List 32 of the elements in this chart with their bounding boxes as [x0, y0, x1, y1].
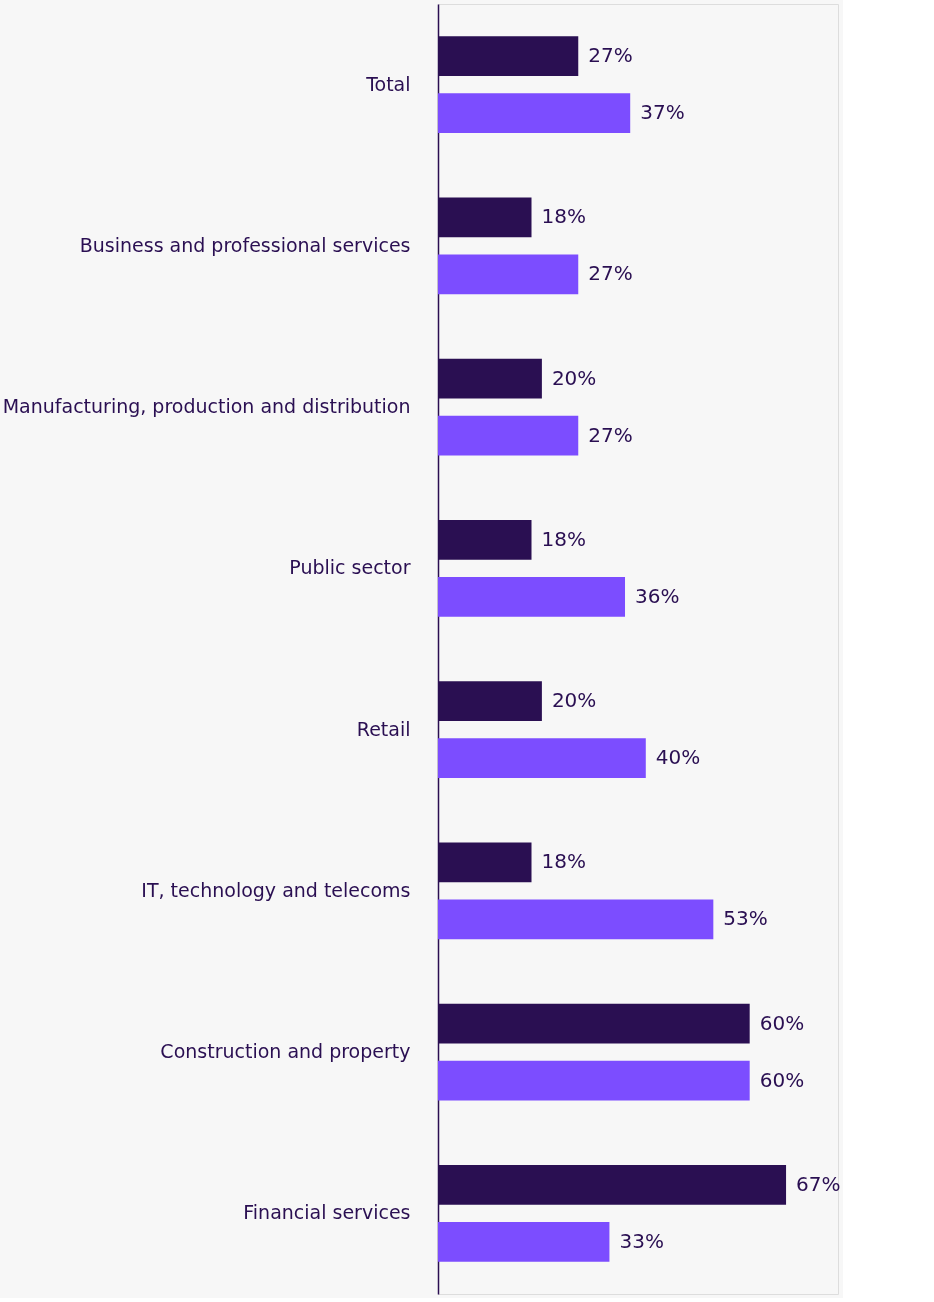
bar [438, 93, 631, 133]
data-label: 40% [655, 745, 701, 770]
bar [438, 1221, 610, 1262]
bar [438, 415, 579, 456]
bar [438, 1060, 750, 1101]
y-tick-label: Retail [356, 717, 411, 740]
bar [438, 254, 579, 295]
bar [438, 738, 646, 778]
y-tick-label: Public sector [289, 556, 411, 579]
data-label: 20% [551, 688, 597, 713]
data-label: 60% [759, 1067, 805, 1092]
data-label: 36% [635, 583, 680, 608]
data-label: 37% [640, 100, 685, 125]
data-label: 27% [588, 422, 633, 447]
data-label: 60% [759, 1010, 805, 1035]
data-label: 18% [541, 204, 586, 229]
bar [438, 899, 714, 940]
data-label: 18% [541, 526, 586, 551]
data-label: 18% [541, 849, 586, 874]
data-label: 27% [588, 43, 633, 68]
data-label: 20% [551, 365, 597, 390]
y-tick-label: Total [365, 72, 411, 95]
y-tick-label: Manufacturing, production and distribution [2, 395, 411, 418]
data-label: 67% [796, 1171, 841, 1196]
data-label: 27% [588, 261, 633, 286]
data-label: 53% [723, 906, 768, 931]
y-tick-label: Business and professional services [79, 233, 411, 256]
y-tick-label: Financial services [243, 1201, 411, 1224]
y-tick-label: IT, technology and telecoms [141, 878, 411, 901]
data-label: 33% [619, 1228, 664, 1253]
bar [438, 576, 626, 617]
y-tick-label: Construction and property [160, 1040, 411, 1063]
